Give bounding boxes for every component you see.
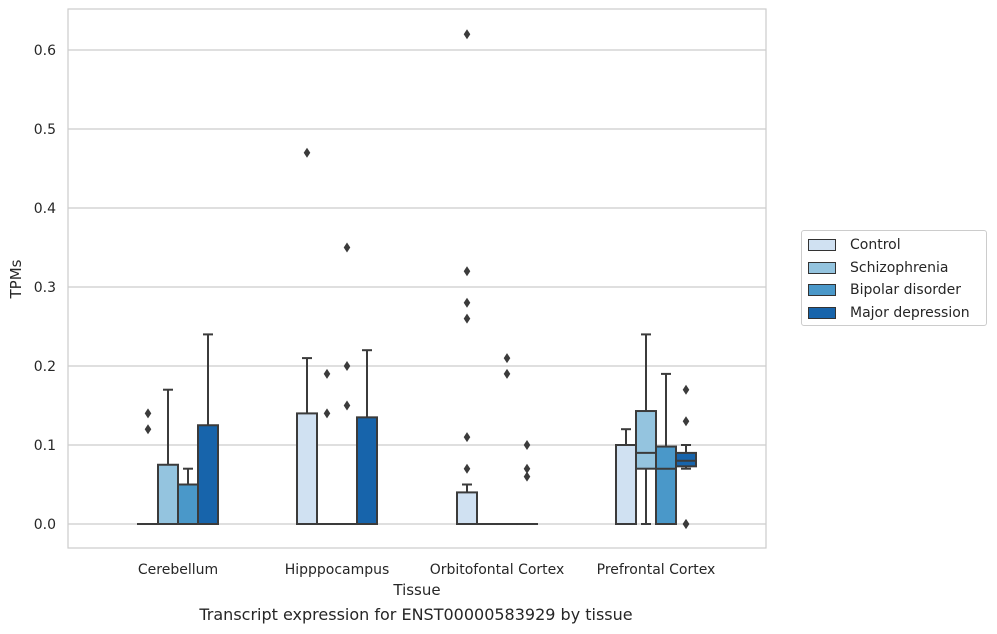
box-element [456,29,478,525]
box-element [177,467,199,525]
y-tick-label: 0.2 [34,359,56,375]
legend-label: Bipolar disorder [850,282,962,298]
box-element [356,349,378,526]
legend-item: Bipolar disorder [808,280,961,300]
outlier-point [503,368,511,379]
legend-item: Control [808,235,901,255]
box-element [615,428,637,525]
outlier-point [523,440,531,450]
box-element [675,384,697,529]
y-axis-ticks: 0.0 0.1 0.2 0.3 0.4 0.5 0.6 [34,43,56,533]
outlier-point [682,519,690,529]
x-tick-label: Orbitofontal Cortex [430,562,565,578]
outlier-point [323,368,331,379]
x-tick-label: Cerebellum [138,562,218,578]
y-axis-label: TPMs [7,259,25,299]
y-tick-label: 0.5 [34,122,56,138]
box-body [635,410,657,470]
box-element [197,333,219,525]
outlier-point [343,400,351,411]
chart-title: Transcript expression for ENST0000058392… [199,605,633,624]
legend-swatch [808,261,836,274]
box-body [177,483,199,525]
series-group [197,333,697,529]
x-axis-ticks: Cerebellum Hipppocampus Orbitofontal Corte… [138,562,715,578]
legend-item: Major depression [808,303,970,323]
box-element [157,388,179,525]
legend-swatch [808,306,836,319]
outlier-point [343,361,351,371]
outlier-point [463,432,471,443]
box-body [356,416,378,526]
outlier-point [463,297,471,308]
box-element [496,353,518,526]
box-element [635,333,657,525]
box-body [615,444,637,525]
y-tick-label: 0.6 [34,43,56,59]
outlier-point [463,266,471,277]
series-group [157,333,657,526]
box-body [456,491,478,525]
x-tick-label: Prefrontal Cortex [597,562,716,578]
outlier-point [144,408,152,419]
y-tick-label: 0.4 [34,201,56,217]
legend-label: Control [850,237,901,253]
outlier-point [682,384,690,395]
outlier-point [523,463,531,474]
box-body [296,412,318,525]
y-tick-label: 0.1 [34,438,56,454]
box-body [157,463,179,525]
legend-label: Schizophrenia [850,259,949,276]
y-tick-label: 0.3 [34,280,56,296]
box-element [137,408,159,526]
box-body [675,451,697,468]
box-body [197,424,219,525]
series-group [137,29,637,526]
outlier-point [463,313,471,324]
box-element [516,440,538,526]
box-element [336,242,358,526]
legend-label: Major depression [850,304,970,321]
grid-lines [68,49,766,525]
box-body [655,445,677,525]
outlier-point [503,353,511,364]
outlier-point [343,242,351,253]
box-element [296,147,318,525]
outlier-point [323,408,331,419]
outlier-point [682,416,690,427]
legend-swatch [808,284,836,296]
plot-area-frame [67,8,767,549]
y-tick-label: 0.0 [34,517,56,533]
x-axis-label: Tissue [392,581,440,599]
outlier-point [303,147,311,158]
outlier-point [463,29,471,40]
outlier-point [463,463,471,474]
legend-swatch [808,239,836,251]
outlier-point [523,471,531,482]
box-series-layer [137,29,697,529]
box-element [316,368,338,526]
outlier-point [144,424,152,435]
legend-item: Schizophrenia [808,258,948,278]
series-group [177,242,677,526]
x-tick-label: Hipppocampus [285,562,390,578]
legend: Control Schizophrenia Bipolar disorder Majo… [801,230,987,326]
box-element [655,372,677,525]
